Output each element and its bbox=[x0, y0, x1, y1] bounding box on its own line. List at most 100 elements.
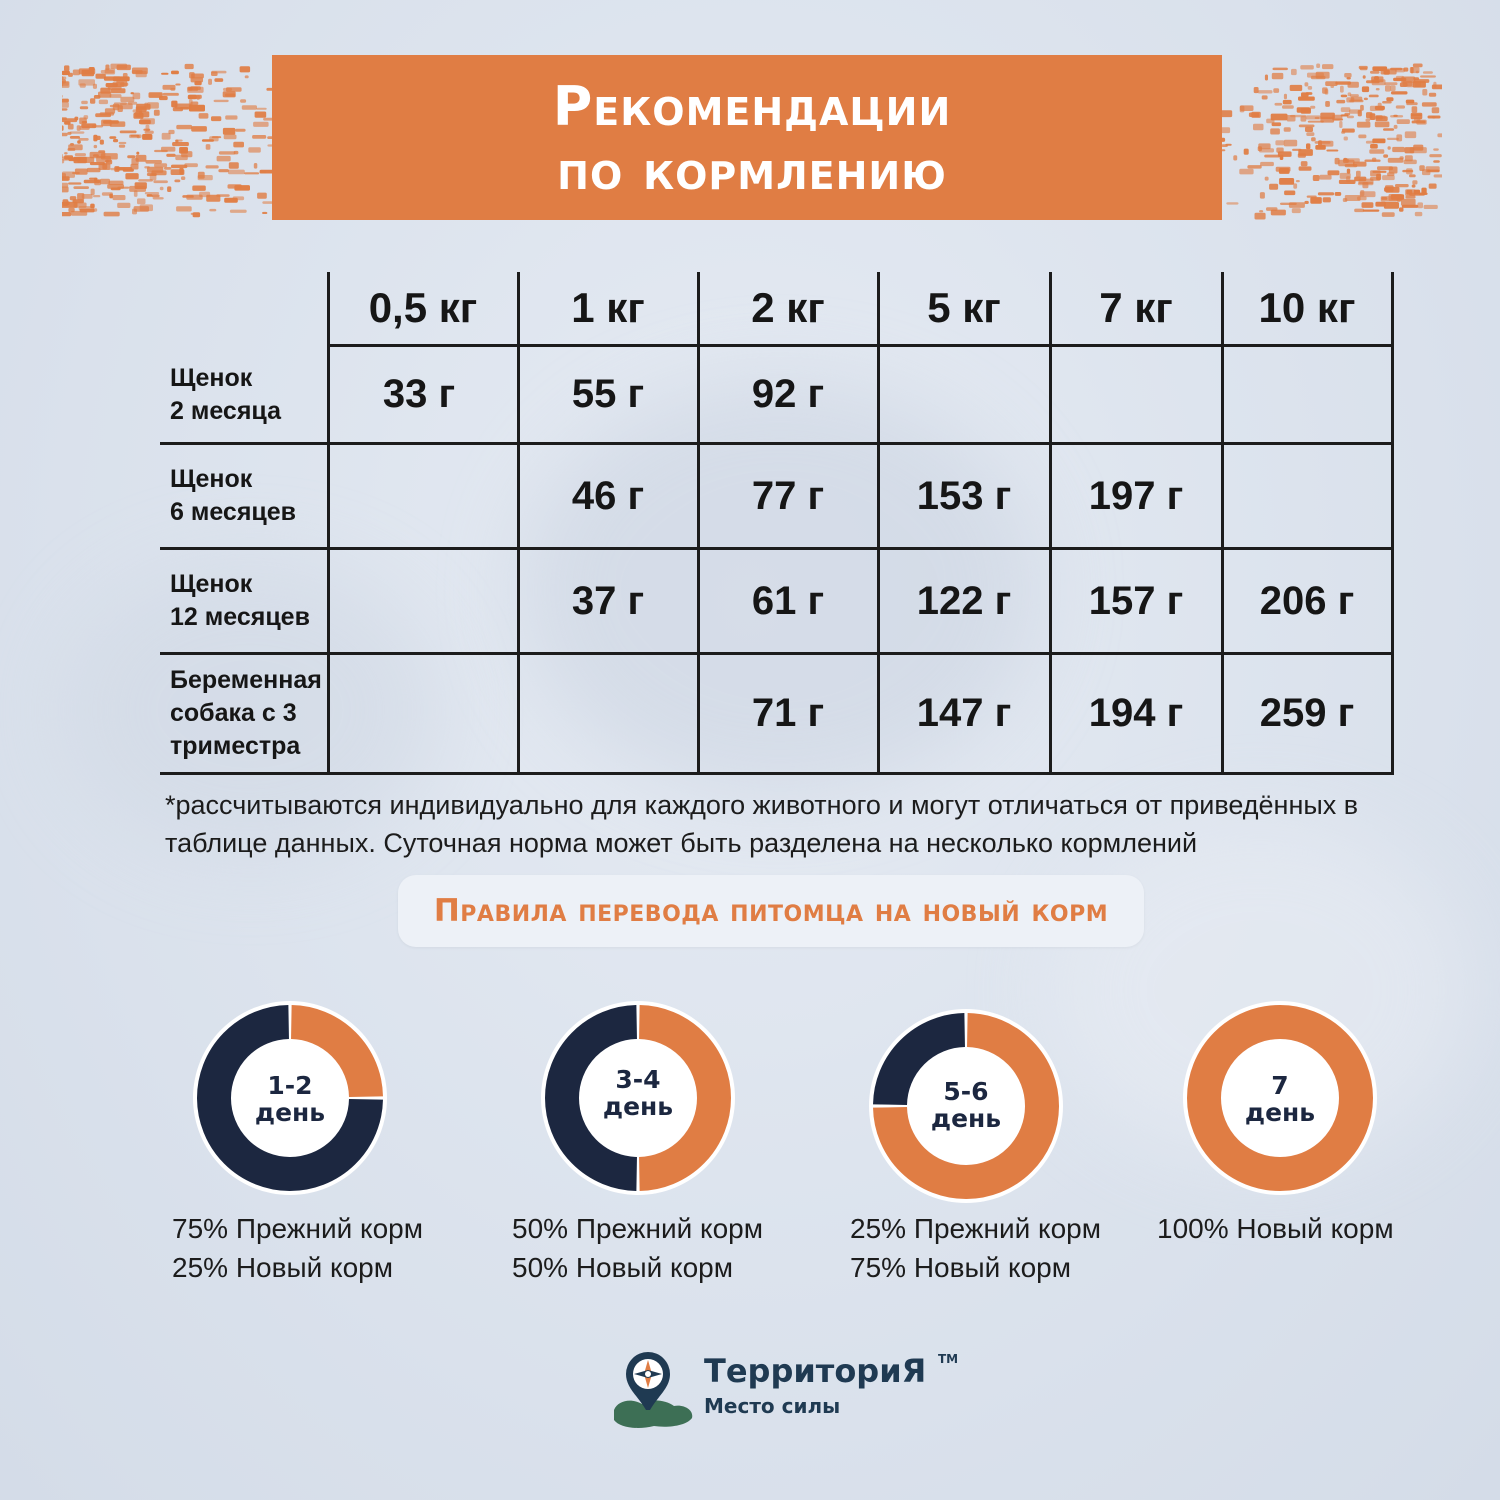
new-food-segment bbox=[290, 1005, 383, 1098]
brush-speck bbox=[1311, 137, 1316, 142]
brush-speck bbox=[1271, 72, 1284, 80]
brush-speck bbox=[1270, 209, 1286, 216]
brush-speck bbox=[1364, 159, 1381, 162]
brush-speck bbox=[67, 131, 72, 135]
brush-speck bbox=[1374, 105, 1385, 110]
step-day-label: 3-4 день bbox=[602, 1065, 674, 1121]
brush-speck bbox=[154, 163, 168, 168]
brush-speck bbox=[93, 134, 98, 142]
table-cell: 77 г bbox=[696, 442, 880, 550]
brush-speck bbox=[1393, 124, 1398, 129]
brush-speck bbox=[62, 118, 78, 123]
table-cell bbox=[876, 344, 1052, 445]
brush-speck bbox=[67, 123, 74, 130]
brush-speck bbox=[198, 113, 209, 119]
brush-speck bbox=[181, 176, 186, 180]
brush-speck bbox=[1358, 178, 1374, 185]
brush-speck bbox=[62, 201, 78, 208]
brush-speck bbox=[99, 112, 115, 116]
brush-speck bbox=[1366, 112, 1373, 119]
brush-speck bbox=[229, 209, 247, 213]
brush-speck bbox=[1282, 99, 1292, 105]
brush-speck bbox=[1305, 92, 1313, 95]
trademark-mark: TM bbox=[938, 1352, 959, 1366]
brush-speck bbox=[119, 103, 133, 110]
brush-speck bbox=[1403, 159, 1417, 165]
brush-speck bbox=[95, 73, 106, 79]
brush-speck bbox=[1412, 63, 1423, 68]
brush-speck bbox=[1415, 70, 1419, 74]
table-cell: 61 г bbox=[696, 547, 880, 655]
brand-name: ТерриториЯ bbox=[704, 1352, 927, 1390]
brush-speck bbox=[191, 73, 204, 79]
table-cell: 71 г bbox=[696, 652, 880, 775]
brush-speck bbox=[1357, 109, 1362, 117]
brush-speck bbox=[1327, 170, 1340, 176]
brush-speck bbox=[1406, 189, 1413, 195]
brush-speck bbox=[172, 107, 183, 112]
brush-speck bbox=[1356, 121, 1371, 128]
brush-speck bbox=[142, 134, 153, 140]
brush-speck bbox=[144, 192, 160, 195]
brush-speck bbox=[118, 144, 126, 148]
brush-speck bbox=[78, 79, 95, 86]
brush-speck bbox=[239, 66, 251, 73]
brush-speck bbox=[1269, 183, 1279, 190]
brush-speck bbox=[1375, 115, 1383, 120]
brush-speck bbox=[211, 70, 227, 74]
brush-speck bbox=[175, 83, 181, 86]
brush-speck bbox=[1335, 81, 1352, 85]
brush-speck bbox=[62, 80, 64, 87]
brush-speck bbox=[146, 194, 153, 197]
brush-speck bbox=[1306, 132, 1315, 136]
brush-speck bbox=[79, 125, 90, 130]
new-food-segment bbox=[873, 1013, 1059, 1199]
brush-speck bbox=[259, 171, 267, 174]
brush-speck bbox=[81, 100, 88, 105]
brush-speck bbox=[1291, 208, 1301, 214]
brush-speck bbox=[209, 136, 219, 142]
table-cell bbox=[1220, 442, 1394, 550]
brush-speck bbox=[1403, 67, 1409, 72]
transition-donut bbox=[869, 1009, 1063, 1203]
brush-speck bbox=[1340, 94, 1348, 98]
brush-speck bbox=[216, 155, 231, 162]
table-row: Щенок 6 месяцев 46 г 77 г 153 г 197 г bbox=[160, 442, 1394, 550]
brush-speck bbox=[1239, 105, 1245, 113]
step-caption: 75% Прежний корм 25% Новый корм bbox=[172, 1209, 423, 1287]
footnote: *рассчитываются индивидуально для каждог… bbox=[165, 790, 1359, 858]
brush-speck bbox=[1317, 192, 1335, 196]
brush-speck bbox=[1310, 105, 1316, 109]
brush-speck bbox=[72, 69, 80, 76]
brush-speck bbox=[1305, 126, 1313, 132]
brush-speck bbox=[1253, 87, 1259, 94]
table-cell: 153 г bbox=[876, 442, 1052, 550]
column-header: 10 кг bbox=[1220, 272, 1394, 347]
brush-speck bbox=[1404, 131, 1417, 139]
brush-speck bbox=[1343, 157, 1348, 161]
brush-speck bbox=[1319, 174, 1332, 180]
brush-speck bbox=[1336, 99, 1346, 104]
column-header: 5 кг bbox=[876, 272, 1052, 347]
brush-speck bbox=[112, 195, 126, 201]
table-cell bbox=[326, 652, 520, 775]
brush-speck bbox=[1289, 84, 1303, 91]
brush-speck bbox=[1243, 148, 1249, 155]
brush-speck bbox=[79, 106, 89, 110]
brush-speck bbox=[161, 132, 171, 140]
brush-speck bbox=[1254, 212, 1266, 220]
brush-speck bbox=[228, 169, 245, 175]
brush-speck bbox=[171, 70, 179, 75]
brush-speck bbox=[214, 78, 224, 82]
table-cell: 147 г bbox=[876, 652, 1052, 775]
row-header: Щенок 2 месяца bbox=[160, 344, 330, 445]
brush-speck bbox=[116, 64, 131, 71]
brush-speck bbox=[1391, 91, 1408, 95]
brush-speck bbox=[1349, 94, 1359, 97]
brush-speck bbox=[1395, 105, 1405, 109]
brush-speck bbox=[1384, 82, 1398, 86]
brush-speck bbox=[93, 144, 98, 149]
brush-speck bbox=[90, 203, 95, 209]
new-food-share: 25% Новый корм bbox=[172, 1252, 393, 1283]
brush-speck bbox=[1343, 136, 1348, 141]
